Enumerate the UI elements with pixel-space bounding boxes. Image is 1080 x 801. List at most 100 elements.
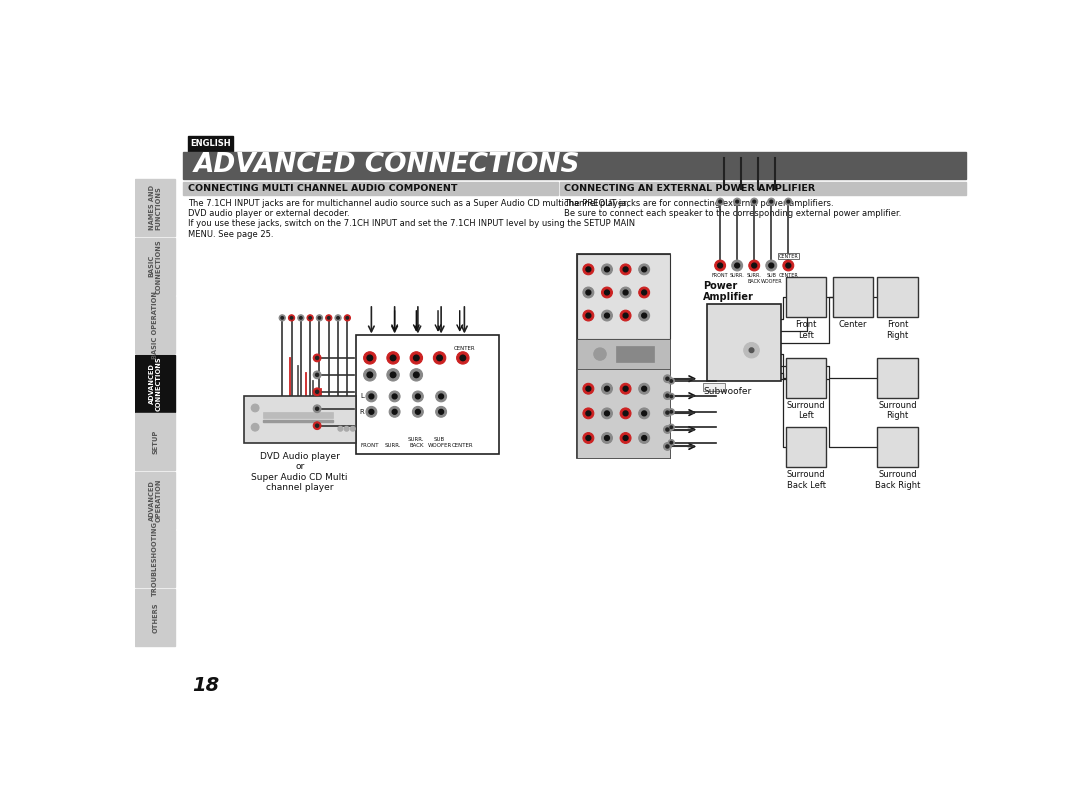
Bar bbox=[577, 339, 670, 369]
Circle shape bbox=[392, 409, 397, 414]
Text: CONNECTING AN EXTERNAL POWER AMPLIFIER: CONNECTING AN EXTERNAL POWER AMPLIFIER bbox=[565, 184, 815, 193]
Text: Surround
Back Right: Surround Back Right bbox=[875, 470, 920, 489]
Circle shape bbox=[642, 386, 647, 391]
Circle shape bbox=[410, 352, 422, 364]
Circle shape bbox=[345, 315, 350, 321]
Text: SURR.: SURR. bbox=[384, 443, 402, 448]
Circle shape bbox=[602, 433, 612, 444]
Circle shape bbox=[602, 264, 612, 275]
Circle shape bbox=[638, 433, 649, 444]
Text: The PREOUT jacks are for connecting external power amplifiers.
Be sure to connec: The PREOUT jacks are for connecting exte… bbox=[565, 199, 902, 218]
Text: OTHERS: OTHERS bbox=[152, 602, 158, 633]
Circle shape bbox=[315, 373, 319, 376]
Circle shape bbox=[670, 441, 673, 444]
Circle shape bbox=[313, 388, 321, 396]
Circle shape bbox=[413, 391, 423, 402]
Circle shape bbox=[670, 426, 673, 429]
Circle shape bbox=[602, 287, 612, 298]
Circle shape bbox=[638, 287, 649, 298]
Circle shape bbox=[638, 384, 649, 394]
Circle shape bbox=[638, 264, 649, 275]
Circle shape bbox=[623, 290, 627, 295]
Text: CENTER: CENTER bbox=[454, 346, 475, 351]
Text: BASIC OPERATION: BASIC OPERATION bbox=[152, 291, 158, 359]
Circle shape bbox=[416, 394, 420, 399]
Circle shape bbox=[744, 343, 759, 358]
Circle shape bbox=[748, 260, 759, 271]
Circle shape bbox=[387, 352, 400, 364]
Circle shape bbox=[663, 425, 672, 433]
Circle shape bbox=[669, 440, 674, 445]
Circle shape bbox=[414, 372, 419, 377]
Text: SURR.
BACK: SURR. BACK bbox=[408, 437, 424, 448]
Circle shape bbox=[414, 355, 419, 360]
Bar bbox=[877, 427, 918, 467]
Text: SUB
WOOFER: SUB WOOFER bbox=[428, 437, 451, 448]
Circle shape bbox=[335, 315, 341, 321]
Circle shape bbox=[389, 406, 400, 417]
Circle shape bbox=[786, 263, 791, 268]
Circle shape bbox=[663, 375, 672, 383]
Text: L: L bbox=[360, 393, 364, 400]
Circle shape bbox=[753, 200, 756, 203]
Circle shape bbox=[620, 433, 631, 444]
Circle shape bbox=[307, 315, 313, 321]
Circle shape bbox=[735, 200, 739, 203]
Circle shape bbox=[252, 424, 259, 431]
Circle shape bbox=[787, 200, 789, 203]
Circle shape bbox=[602, 384, 612, 394]
Circle shape bbox=[669, 409, 674, 415]
Text: SUB
WOOFER: SUB WOOFER bbox=[760, 273, 782, 284]
Circle shape bbox=[326, 315, 332, 321]
Text: Surround
Left: Surround Left bbox=[787, 401, 825, 421]
Text: CENTER: CENTER bbox=[453, 443, 474, 448]
Circle shape bbox=[732, 260, 743, 271]
Text: FRONT: FRONT bbox=[361, 443, 379, 448]
Circle shape bbox=[620, 384, 631, 394]
Circle shape bbox=[366, 391, 377, 402]
Circle shape bbox=[605, 313, 609, 318]
Text: R: R bbox=[360, 409, 364, 415]
Text: ADVANCED
CONNECTIONS: ADVANCED CONNECTIONS bbox=[149, 356, 162, 411]
Circle shape bbox=[666, 394, 669, 397]
Text: Front
Right: Front Right bbox=[887, 320, 908, 340]
Circle shape bbox=[387, 368, 400, 381]
Circle shape bbox=[669, 393, 674, 400]
Circle shape bbox=[435, 391, 446, 402]
Text: SURR.
BACK: SURR. BACK bbox=[747, 273, 761, 284]
Circle shape bbox=[620, 408, 631, 419]
Circle shape bbox=[734, 263, 740, 268]
Bar bbox=[135, 355, 175, 412]
Circle shape bbox=[299, 316, 302, 319]
Bar bbox=[616, 346, 654, 362]
Text: CENTER: CENTER bbox=[779, 273, 798, 278]
Bar bbox=[786, 427, 826, 467]
Text: FRONT: FRONT bbox=[712, 273, 728, 278]
Circle shape bbox=[602, 310, 612, 321]
Circle shape bbox=[602, 408, 612, 419]
Bar bbox=[577, 254, 670, 458]
Text: TROUBLESHOOTING: TROUBLESHOOTING bbox=[152, 521, 158, 597]
Circle shape bbox=[663, 409, 672, 417]
Circle shape bbox=[586, 436, 591, 441]
Circle shape bbox=[783, 260, 794, 271]
Circle shape bbox=[620, 310, 631, 321]
Circle shape bbox=[252, 405, 259, 412]
Text: CONNECTING MULTI CHANNEL AUDIO COMPONENT: CONNECTING MULTI CHANNEL AUDIO COMPONENT bbox=[188, 184, 457, 193]
Circle shape bbox=[369, 409, 374, 414]
Circle shape bbox=[638, 310, 649, 321]
Circle shape bbox=[785, 198, 792, 205]
Circle shape bbox=[638, 408, 649, 419]
Circle shape bbox=[768, 198, 774, 205]
Text: Power
Amplifier: Power Amplifier bbox=[703, 281, 754, 303]
Circle shape bbox=[410, 368, 422, 381]
Circle shape bbox=[718, 200, 721, 203]
Text: Surround
Back Left: Surround Back Left bbox=[786, 470, 825, 489]
Circle shape bbox=[663, 443, 672, 450]
Circle shape bbox=[367, 355, 373, 360]
Circle shape bbox=[666, 445, 669, 448]
Bar bbox=[703, 384, 725, 391]
Bar bbox=[559, 183, 966, 195]
Circle shape bbox=[315, 356, 319, 360]
Circle shape bbox=[364, 352, 376, 364]
